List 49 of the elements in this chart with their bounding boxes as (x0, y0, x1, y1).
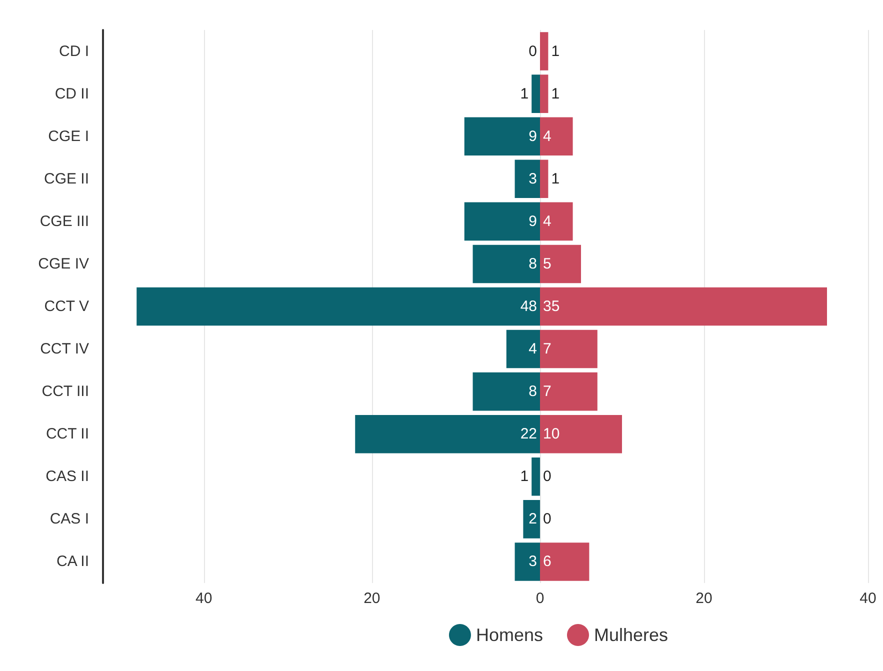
data-label: 7 (543, 340, 552, 358)
data-label: 1 (520, 85, 529, 102)
data-label: 10 (543, 426, 560, 443)
y-tick-label: CCT II (46, 426, 89, 443)
data-label: 9 (528, 212, 537, 230)
data-label: 8 (528, 383, 537, 400)
data-label: 0 (528, 42, 537, 60)
y-tick-label: CA II (56, 553, 89, 570)
y-tick-label: CAS II (46, 468, 89, 486)
bar (540, 32, 548, 70)
data-label: 7 (543, 383, 552, 400)
y-tick-label: CCT V (44, 298, 89, 315)
data-label: 1 (520, 468, 529, 486)
y-tick-label: CCT III (42, 383, 89, 400)
data-label: 1 (551, 42, 560, 60)
data-label: 3 (528, 553, 537, 570)
legend-label: Homens (476, 625, 544, 645)
data-label: 1 (551, 170, 560, 188)
data-label: 8 (528, 255, 537, 272)
x-tick-label: 20 (364, 590, 380, 607)
legend-label: Mulheres (594, 625, 668, 645)
data-label: 48 (520, 298, 537, 315)
y-tick-label: CGE II (44, 170, 89, 188)
x-tick-label: 20 (696, 590, 712, 607)
data-label: 4 (528, 340, 537, 358)
x-tick-label: 40 (196, 590, 212, 607)
y-tick-label: CD I (59, 42, 89, 60)
bar (523, 500, 540, 538)
x-tick-label: 40 (860, 590, 876, 607)
data-label: 1 (551, 85, 560, 102)
bar (532, 458, 540, 496)
data-label: 4 (543, 212, 552, 230)
data-label: 22 (520, 426, 537, 443)
y-tick-label: CGE IV (38, 255, 89, 272)
y-tick-label: CD II (54, 85, 89, 102)
data-label: 2 (528, 510, 537, 528)
y-tick-label: CAS I (50, 510, 89, 528)
y-tick-label: CGE I (48, 128, 89, 145)
data-label: 6 (543, 553, 552, 570)
data-label: 0 (543, 468, 552, 486)
data-label: 0 (543, 510, 552, 528)
y-tick-label: CCT IV (40, 340, 89, 358)
data-label: 5 (543, 255, 552, 272)
data-label: 35 (543, 298, 560, 315)
y-tick-label: CGE III (40, 212, 89, 230)
data-label: 4 (543, 128, 552, 145)
data-label: 9 (528, 128, 537, 145)
x-tick-label: 0 (536, 590, 544, 607)
data-label: 3 (528, 170, 537, 188)
